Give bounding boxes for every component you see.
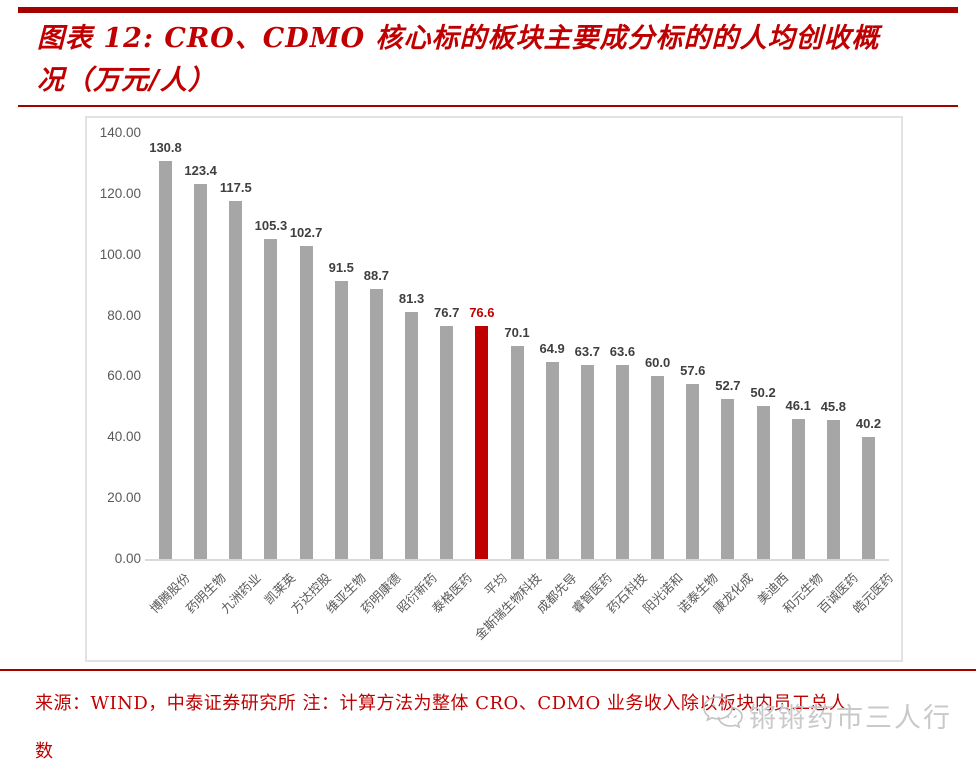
y-axis-tick-label: 80.00 — [107, 307, 141, 323]
bar-value-label: 46.1 — [785, 397, 811, 413]
bar-value-label: 117.5 — [219, 180, 252, 196]
y-axis-tick-label: 0.00 — [114, 551, 141, 566]
watermark: 锵锵药市三人行 — [702, 694, 972, 736]
bar-value-label: 45.8 — [820, 398, 846, 414]
y-axis-tick-label: 40.00 — [107, 429, 141, 445]
bar — [159, 160, 172, 559]
y-axis-tick-label: 120.00 — [99, 185, 141, 201]
bar-value-label: 76.6 — [469, 304, 495, 320]
bar — [194, 183, 208, 559]
source-note-line2: 数 — [35, 741, 54, 762]
figure-title: 图表 12: CRO、CDMO 核心标的板块主要成分标的的人均创收概 况（万元/… — [37, 18, 947, 102]
bar — [299, 246, 313, 559]
bar — [862, 436, 875, 559]
bar-value-label: 91.5 — [328, 259, 354, 275]
bar-value-label: 63.6 — [609, 344, 636, 360]
figure-title-line2: 况（万元/人） — [37, 65, 216, 96]
bar-chart: 0.00 20.00 40.00 60.00 80.00 100.00 120.00 140.… — [85, 116, 903, 662]
bar — [686, 383, 700, 559]
bar — [440, 325, 454, 559]
bar — [651, 376, 665, 559]
source-note-line1: 来源：WIND，中泰证券研究所 注：计算方法为整体 CRO、CDMO 业务收入除… — [35, 693, 848, 714]
bar — [756, 406, 770, 559]
bar-value-label: 40.2 — [855, 415, 882, 431]
bar-highlight-average — [475, 325, 489, 559]
figure-title-line1: 图表 12: CRO、CDMO 核心标的板块主要成分标的的人均创收概 — [37, 23, 880, 54]
bar — [334, 280, 348, 559]
bar-value-label: 130.8 — [149, 139, 182, 155]
footer-divider — [0, 669, 976, 671]
bar-value-label: 88.7 — [363, 268, 390, 284]
title-divider — [18, 105, 958, 107]
x-axis-line — [145, 559, 889, 561]
source-note: 来源：WIND，中泰证券研究所 注：计算方法为整体 CRO、CDMO 业务收入除… — [35, 680, 965, 776]
bar — [721, 398, 735, 559]
top-divider — [18, 7, 958, 13]
bar — [545, 361, 559, 559]
bar — [510, 345, 524, 559]
bar-value-label: 63.7 — [574, 344, 600, 360]
bar-value-label: 81.3 — [398, 290, 425, 306]
bar — [229, 201, 243, 559]
bar — [405, 311, 419, 559]
bar — [615, 365, 629, 559]
bar — [369, 289, 383, 559]
bar — [826, 419, 840, 559]
bar-value-label: 52.7 — [715, 377, 741, 393]
watermark-text: 锵锵药市三人行 — [749, 702, 952, 733]
bar — [264, 238, 278, 559]
bar-value-label: 123.4 — [184, 162, 217, 178]
y-axis-tick-label: 20.00 — [107, 490, 141, 506]
y-axis-tick-label: 100.00 — [99, 246, 141, 262]
bar — [580, 365, 594, 559]
bar-value-label: 76.7 — [434, 304, 460, 320]
bar-value-label: 70.1 — [504, 324, 530, 340]
wechat-icon — [702, 695, 744, 736]
bar-value-label: 50.2 — [750, 385, 776, 401]
bar-value-label: 102.7 — [289, 225, 323, 241]
bar-value-label: 64.9 — [539, 340, 565, 356]
y-axis-tick-label: 60.00 — [107, 368, 141, 384]
bar — [791, 418, 805, 559]
bar-value-label: 57.6 — [680, 362, 706, 378]
y-axis-tick-label: 140.00 — [99, 125, 141, 140]
bar-value-label: 60.0 — [644, 355, 671, 371]
bar-value-label: 105.3 — [254, 217, 288, 233]
